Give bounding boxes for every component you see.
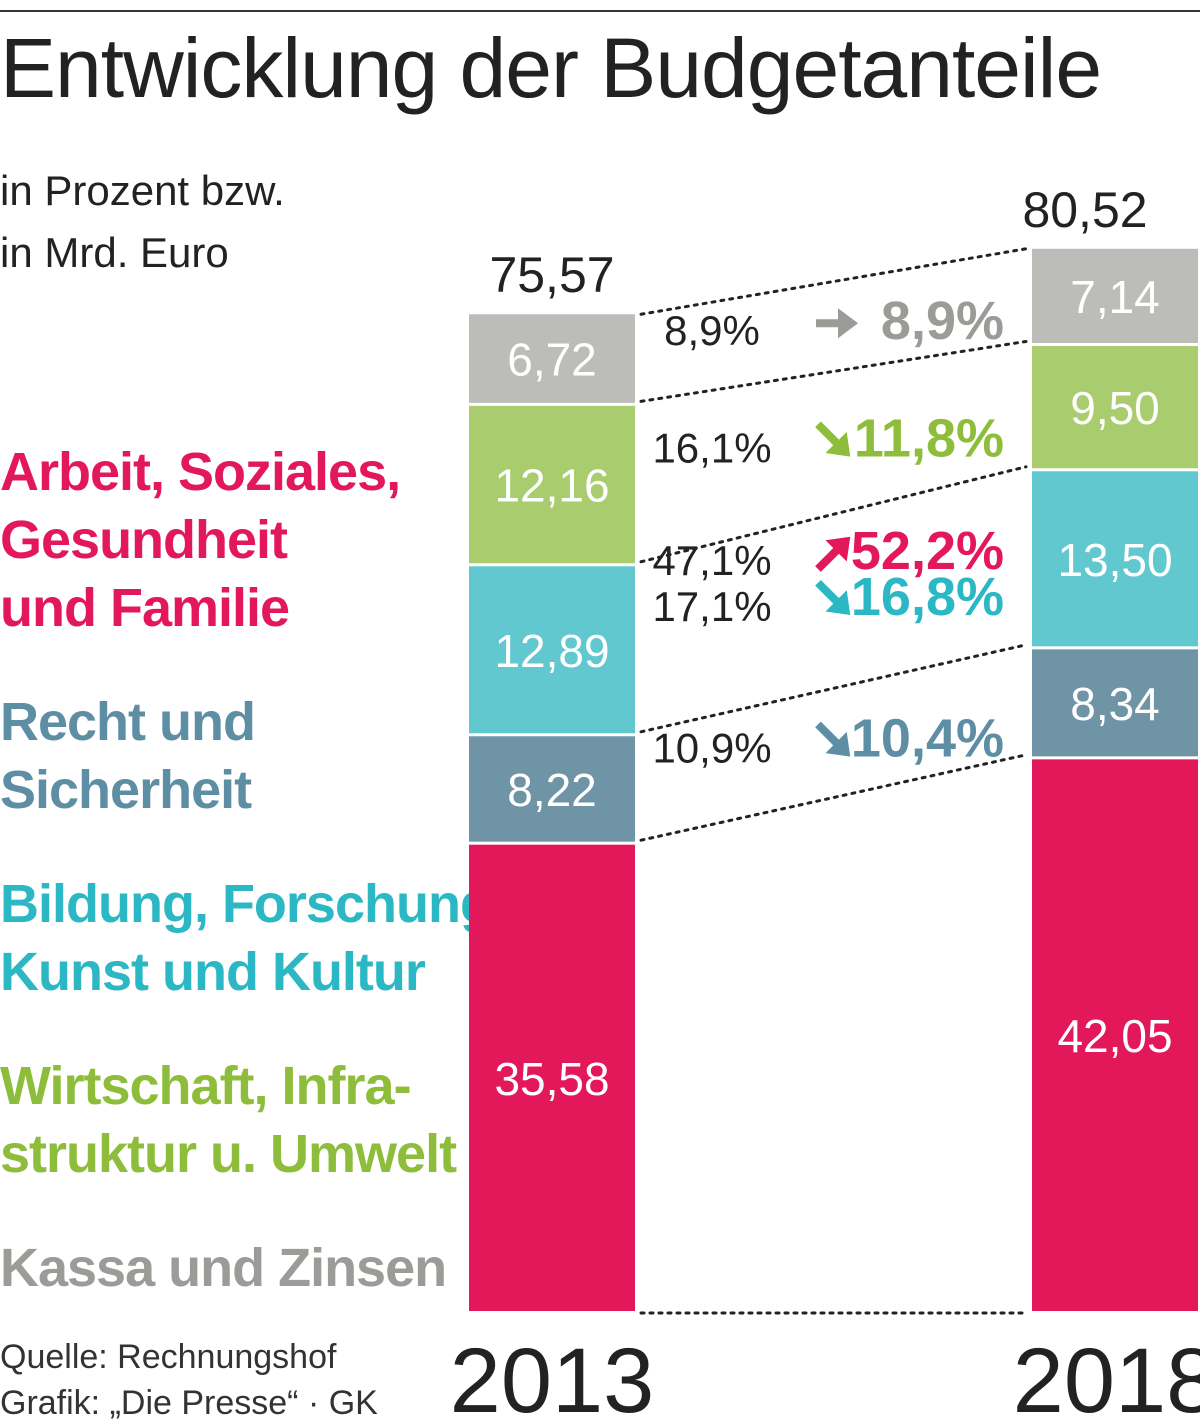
trend-arrow-head — [825, 590, 851, 616]
share-2018-label: 52,2% — [851, 521, 1004, 581]
category-label-wirtschaft: Wirtschaft, Infra- struktur u. Umwelt — [0, 1052, 457, 1188]
bar-total-label: 75,57 — [489, 247, 614, 303]
bar-segment — [1032, 759, 1198, 1311]
segment-value-label: 7,14 — [1070, 271, 1160, 323]
share-2013-label: 17,1% — [652, 583, 771, 630]
segment-value-label: 12,16 — [494, 460, 609, 512]
bar-segment — [469, 566, 635, 734]
category-label-line: Sicherheit — [0, 760, 252, 820]
segment-value-label: 9,50 — [1070, 382, 1160, 434]
share-2018-label: 8,9% — [881, 291, 1004, 351]
category-label-line: Kassa und Zinsen — [0, 1238, 447, 1298]
category-label-line: Bildung, Forschung, — [0, 874, 507, 934]
share-2018-label: 11,8% — [854, 408, 1004, 468]
source-line: Quelle: Rechnungshof — [0, 1338, 337, 1376]
trend-arrow-head — [825, 536, 851, 562]
segment-value-label: 12,89 — [494, 625, 609, 677]
category-label-line: und Familie — [0, 578, 290, 638]
unit-line: in Mrd. Euro — [0, 229, 229, 276]
trend-arrow-head — [825, 431, 851, 457]
category-label-line: Kunst und Kultur — [0, 942, 426, 1002]
bar-segment — [469, 736, 635, 842]
category-label-line: struktur u. Umwelt — [0, 1124, 457, 1184]
segment-value-label: 8,22 — [507, 764, 597, 816]
bar-segment — [1032, 345, 1198, 469]
share-2018-label: 16,8% — [851, 567, 1004, 627]
segment-value-label: 35,58 — [494, 1053, 609, 1105]
source-line: Grafik: „Die Presse“ · GK — [0, 1384, 378, 1422]
bar-total-label: 80,52 — [1022, 182, 1147, 238]
category-label-bildung: Bildung, Forschung, Kunst und Kultur — [0, 870, 507, 1006]
top-rule — [0, 10, 1200, 12]
connector-dotted-line — [639, 247, 1028, 316]
category-label-line: Gesundheit — [0, 510, 288, 570]
year-label: 2018 — [1013, 1330, 1200, 1421]
segment-value-label: 8,34 — [1070, 678, 1160, 730]
year-label: 2013 — [450, 1330, 655, 1421]
chart-title: Entwicklung der Budgetanteile — [0, 21, 1102, 115]
share-2013-label: 16,1% — [652, 424, 771, 471]
segment-value-label: 13,50 — [1057, 534, 1172, 586]
bar-segment — [469, 844, 635, 1311]
bar-segment — [1032, 248, 1198, 343]
segment-value-label: 42,05 — [1057, 1010, 1172, 1062]
connector-dotted-line — [639, 339, 1028, 403]
category-label-kassa: Kassa und Zinsen — [0, 1234, 447, 1302]
category-label-line: Recht und — [0, 692, 256, 752]
category-label-recht: Recht und Sicherheit — [0, 688, 256, 824]
trend-arrow-head — [825, 731, 851, 757]
connector-dotted-line — [639, 465, 1028, 564]
category-label-line: Wirtschaft, Infra- — [0, 1056, 412, 1116]
bar-segment — [1032, 649, 1198, 757]
category-label-line: Arbeit, Soziales, — [0, 442, 401, 502]
trend-arrow-head — [838, 308, 858, 339]
unit-line: in Prozent bzw. — [0, 167, 285, 214]
source-note: Quelle: Rechnungshof Grafik: „Die Presse… — [0, 1334, 378, 1426]
bar-segment — [469, 405, 635, 564]
bar-segment — [469, 314, 635, 403]
share-2018-label: 10,4% — [851, 708, 1004, 768]
unit-note: in Prozent bzw. in Mrd. Euro — [0, 160, 285, 284]
connector-dotted-line — [639, 753, 1028, 842]
category-label-arbeit: Arbeit, Soziales, Gesundheit und Familie — [0, 438, 401, 642]
segment-value-label: 6,72 — [507, 334, 597, 386]
share-2013-label: 8,9% — [664, 307, 760, 354]
share-2013-label: 10,9% — [652, 724, 771, 771]
connector-dotted-line — [639, 643, 1028, 734]
bar-segment — [1032, 471, 1198, 647]
